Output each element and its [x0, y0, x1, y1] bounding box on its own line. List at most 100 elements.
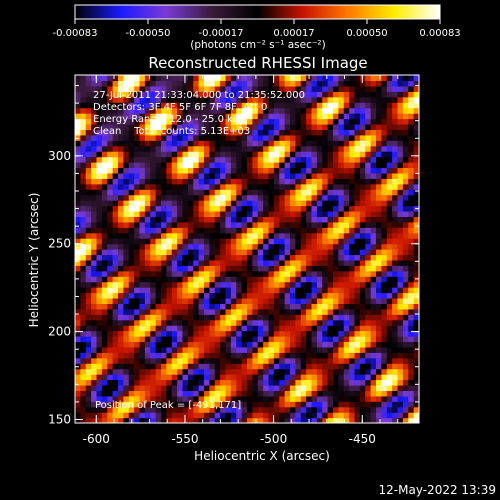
heatmap-cell: [284, 145, 291, 152]
heatmap-cell: [295, 85, 302, 92]
heatmap-cell: [295, 265, 302, 272]
heatmap-cell: [311, 118, 318, 125]
heatmap-cell: [300, 287, 307, 294]
heatmap-cell: [85, 287, 92, 294]
heatmap-cell: [220, 303, 227, 310]
heatmap-cell: [268, 151, 275, 158]
heatmap-cell: [402, 232, 409, 239]
heatmap-cell: [166, 107, 173, 114]
heatmap-cell: [101, 374, 108, 381]
heatmap-cell: [322, 357, 329, 364]
heatmap-cell: [118, 417, 124, 423]
heatmap-cell: [118, 270, 124, 277]
heatmap-cell: [316, 140, 323, 147]
heatmap-cell: [338, 330, 345, 337]
heatmap-cell: [365, 254, 372, 261]
heatmap-cell: [359, 205, 366, 212]
heatmap-cell: [134, 319, 141, 326]
heatmap-cell: [365, 134, 372, 141]
heatmap-cell: [139, 183, 146, 190]
heatmap-cell: [193, 221, 200, 228]
heatmap-cell: [402, 156, 409, 163]
heatmap-cell: [214, 390, 221, 397]
heatmap-cell: [193, 308, 200, 315]
heatmap-cell: [123, 107, 130, 114]
heatmap-cell: [236, 308, 243, 315]
heatmap-cell: [150, 134, 157, 141]
heatmap-cell: [279, 118, 286, 125]
heatmap-cell: [413, 75, 419, 82]
heatmap-cell: [343, 303, 350, 310]
heatmap-cell: [370, 308, 377, 315]
heatmap-cell: [273, 412, 280, 419]
heatmap-cell: [204, 379, 210, 386]
heatmap-cell: [322, 374, 329, 381]
heatmap-cell: [75, 183, 81, 190]
heatmap-cell: [123, 189, 130, 196]
heatmap-cell: [284, 308, 291, 315]
heatmap-cell: [107, 243, 114, 250]
heatmap-cell: [177, 194, 184, 201]
heatmap-cell: [214, 183, 221, 190]
heatmap-cell: [198, 374, 205, 381]
heatmap-cell: [220, 156, 227, 163]
heatmap-cell: [155, 270, 162, 277]
heatmap-cell: [139, 243, 146, 250]
heatmap-cell: [80, 254, 87, 261]
heatmap-cell: [209, 96, 216, 103]
heatmap-cell: [338, 363, 345, 370]
heatmap-cell: [263, 227, 270, 234]
heatmap-cell: [166, 91, 173, 98]
heatmap-cell: [171, 341, 178, 348]
heatmap-cell: [144, 319, 151, 326]
heatmap-cell: [209, 167, 216, 174]
heatmap-cell: [118, 145, 124, 152]
heatmap-cell: [112, 194, 119, 201]
heatmap-cell: [91, 249, 98, 256]
heatmap-cell: [322, 265, 329, 272]
heatmap-cell: [397, 151, 404, 158]
heatmap-cell: [284, 91, 291, 98]
heatmap-cell: [134, 102, 141, 109]
heatmap-cell: [198, 249, 205, 256]
heatmap-cell: [85, 336, 92, 343]
heatmap-cell: [370, 151, 377, 158]
heatmap-cell: [96, 156, 103, 163]
heatmap-cell: [171, 412, 178, 419]
heatmap-cell: [220, 379, 227, 386]
heatmap-cell: [161, 357, 167, 364]
heatmap-cell: [204, 113, 210, 120]
heatmap-cell: [290, 172, 296, 179]
heatmap-cell: [177, 417, 184, 423]
heatmap-cell: [155, 384, 162, 391]
heatmap-cell: [354, 134, 361, 141]
heatmap-cell: [268, 178, 275, 185]
heatmap-cell: [112, 303, 119, 310]
heatmap-cell: [101, 85, 108, 92]
heatmap-cell: [96, 172, 103, 179]
heatmap-cell: [150, 417, 157, 423]
heatmap-cell: [134, 243, 141, 250]
heatmap-cell: [370, 357, 377, 364]
heatmap-cell: [386, 330, 393, 337]
heatmap-cell: [214, 123, 221, 130]
heatmap-cell: [273, 417, 280, 423]
heatmap-cell: [204, 80, 210, 87]
heatmap-cell: [204, 395, 210, 402]
heatmap-cell: [392, 162, 399, 169]
heatmap-cell: [91, 281, 98, 288]
heatmap-cell: [118, 357, 124, 364]
heatmap-cell: [349, 162, 356, 169]
heatmap-cell: [295, 162, 302, 169]
heatmap-cell: [381, 216, 388, 223]
heatmap-cell: [306, 134, 313, 141]
heatmap-cell: [171, 156, 178, 163]
heatmap-cell: [155, 134, 162, 141]
heatmap-cell: [322, 238, 329, 245]
heatmap-cell: [118, 91, 124, 98]
heatmap-cell: [134, 80, 141, 87]
heatmap-cell: [349, 178, 356, 185]
heatmap-cell: [85, 292, 92, 299]
heatmap-cell: [279, 91, 286, 98]
heatmap-cell: [402, 140, 409, 147]
